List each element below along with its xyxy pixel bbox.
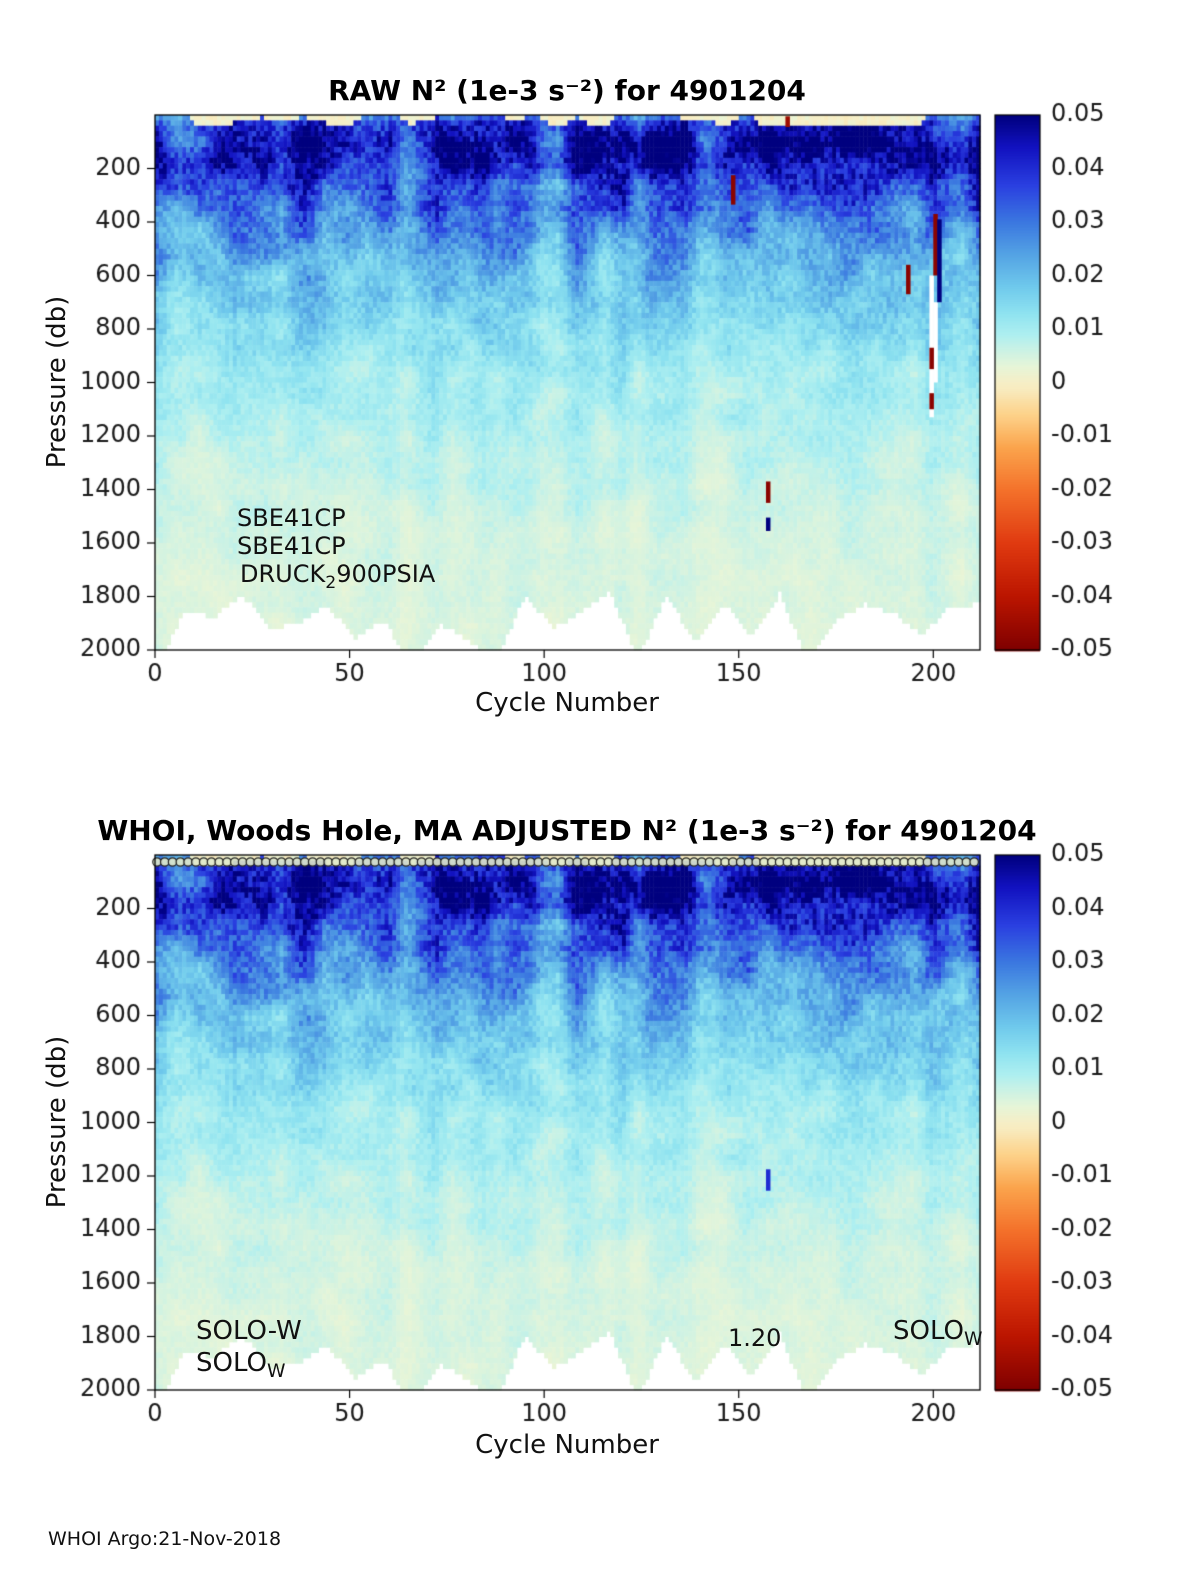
annotation-pressure-sensor: DRUCK2900PSIA bbox=[240, 560, 435, 593]
top-yaxis-label: Pressure (db) bbox=[42, 295, 72, 469]
footer-note: WHOI Argo:21-Nov-2018 bbox=[48, 1528, 282, 1550]
annotation-platform-1: SOLO-W bbox=[196, 1316, 302, 1346]
annotation-platform-2-sub: W bbox=[267, 1361, 286, 1383]
bottom-yaxis-label: Pressure (db) bbox=[42, 1035, 72, 1209]
annotation-platform-2: SOLOW bbox=[196, 1348, 286, 1382]
annotation-sensor-2: SBE41CP bbox=[237, 532, 346, 560]
annotation-platform-3-sub: W bbox=[964, 1329, 983, 1351]
annotation-pressure-sensor-post: 900PSIA bbox=[336, 560, 436, 588]
bottom-xaxis-label: Cycle Number bbox=[475, 1430, 659, 1460]
annotation-sensor-1: SBE41CP bbox=[237, 504, 346, 532]
annotation-platform-3: SOLOW bbox=[893, 1316, 983, 1350]
annotation-platform-2-pre: SOLO bbox=[196, 1348, 267, 1378]
bottom-panel-title: WHOI, Woods Hole, MA ADJUSTED N² (1e-3 s… bbox=[97, 814, 1037, 847]
top-xaxis-label: Cycle Number bbox=[475, 688, 659, 718]
annotation-pressure-sensor-pre: DRUCK bbox=[240, 560, 326, 588]
annotation-scale-factor: 1.20 bbox=[728, 1324, 782, 1352]
annotation-platform-3-pre: SOLO bbox=[893, 1316, 964, 1346]
top-panel-title: RAW N² (1e-3 s⁻²) for 4901204 bbox=[328, 74, 806, 107]
annotation-pressure-sensor-sub: 2 bbox=[325, 572, 337, 593]
